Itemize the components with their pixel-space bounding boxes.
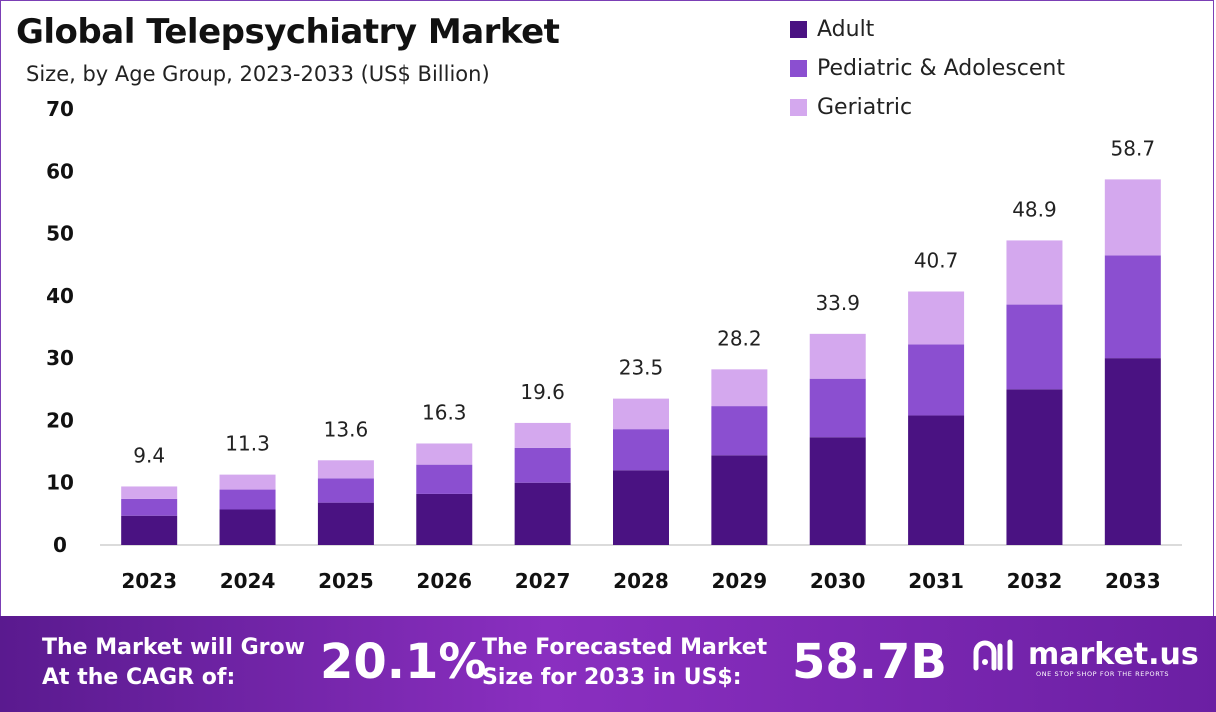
x-tick-label: 2024 xyxy=(220,569,276,593)
legend-swatch-pediatric xyxy=(790,60,807,77)
bar-segment-geriatric xyxy=(219,474,276,490)
bar-segment-pediatric xyxy=(317,478,374,503)
bar-segment-pediatric xyxy=(908,344,965,416)
bar-segment-geriatric xyxy=(809,333,866,379)
bar-segment-geriatric xyxy=(1006,240,1063,305)
bar-segment-pediatric xyxy=(711,406,768,456)
x-tick-label: 2027 xyxy=(515,569,571,593)
bar-total-label: 13.6 xyxy=(324,417,369,441)
bar-segment-geriatric xyxy=(121,486,178,499)
brand-name: market.us xyxy=(1028,637,1199,672)
bar-segment-pediatric xyxy=(613,429,669,471)
bar-segment-geriatric xyxy=(613,398,669,430)
bar-segment-geriatric xyxy=(711,369,768,407)
forecast-label: The Forecasted Market Size for 2033 in U… xyxy=(482,633,767,693)
bar-segment-pediatric xyxy=(219,489,276,510)
bar-total-label: 19.6 xyxy=(520,380,565,404)
bar-segment-geriatric xyxy=(416,443,473,465)
bar-segment-geriatric xyxy=(908,291,965,345)
bar-total-label: 9.4 xyxy=(133,443,165,467)
cagr-value: 20.1% xyxy=(320,634,487,690)
x-tick-label: 2033 xyxy=(1105,569,1161,593)
bar-total-label: 48.9 xyxy=(1012,197,1057,221)
bar-segment-geriatric xyxy=(514,422,571,448)
y-tick-label: 70 xyxy=(46,97,74,121)
bar-segment-geriatric xyxy=(1104,179,1161,256)
bar-segment-adult xyxy=(416,493,473,545)
y-tick-label: 40 xyxy=(46,284,74,308)
bar-segment-adult xyxy=(121,515,178,545)
bar-total-label: 28.2 xyxy=(717,326,762,350)
brand-tagline: ONE STOP SHOP FOR THE REPORTS xyxy=(1036,670,1170,678)
cagr-label-line2: At the CAGR of: xyxy=(42,665,236,690)
bar-segment-adult xyxy=(809,437,866,545)
x-tick-label: 2029 xyxy=(712,569,768,593)
bar-segment-adult xyxy=(613,470,669,545)
cagr-label: The Market will Grow At the CAGR of: xyxy=(42,633,305,693)
x-tick-label: 2028 xyxy=(613,569,669,593)
y-tick-label: 50 xyxy=(46,222,74,246)
x-tick-label: 2025 xyxy=(318,569,374,593)
cagr-label-line1: The Market will Grow xyxy=(42,635,305,660)
y-tick-label: 10 xyxy=(46,471,74,495)
footer-banner: The Market will Grow At the CAGR of: 20.… xyxy=(0,616,1216,712)
chart-subtitle: Size, by Age Group, 2023-2033 (US$ Billi… xyxy=(26,62,490,86)
bar-segment-geriatric xyxy=(317,460,374,479)
x-tick-label: 2026 xyxy=(416,569,472,593)
bar-segment-pediatric xyxy=(121,498,178,516)
forecast-label-line2: Size for 2033 in US$: xyxy=(482,665,742,690)
bar-total-label: 40.7 xyxy=(914,248,959,272)
legend: Adult Pediatric & Adolescent Geriatric xyxy=(790,10,1065,127)
legend-swatch-adult xyxy=(790,21,807,38)
market-us-logo-icon xyxy=(973,639,1013,671)
forecast-value: 58.7B xyxy=(792,634,948,690)
legend-swatch-geriatric xyxy=(790,99,807,116)
x-tick-label: 2030 xyxy=(810,569,866,593)
y-tick-label: 0 xyxy=(53,533,67,557)
bar-segment-adult xyxy=(1104,358,1161,545)
bar-segment-pediatric xyxy=(514,447,571,483)
stacked-bar-chart: 0102030405060709.4202311.3202413.6202516… xyxy=(46,97,1182,593)
y-tick-label: 60 xyxy=(46,159,74,183)
legend-label-adult: Adult xyxy=(817,17,875,42)
bar-segment-adult xyxy=(1006,389,1063,545)
bar-segment-adult xyxy=(219,509,276,545)
legend-item-adult: Adult xyxy=(790,10,1065,49)
chart-title: Global Telepsychiatry Market xyxy=(16,12,560,52)
legend-item-pediatric: Pediatric & Adolescent xyxy=(790,49,1065,88)
legend-label-pediatric: Pediatric & Adolescent xyxy=(817,56,1065,81)
bar-total-label: 16.3 xyxy=(422,400,467,424)
bar-segment-adult xyxy=(317,502,374,545)
y-tick-label: 30 xyxy=(46,346,74,370)
bar-segment-pediatric xyxy=(1006,304,1063,390)
bar-segment-pediatric xyxy=(809,378,866,438)
legend-item-geriatric: Geriatric xyxy=(790,88,1065,127)
bar-segment-adult xyxy=(711,455,768,545)
bar-segment-pediatric xyxy=(416,464,473,494)
y-tick-label: 20 xyxy=(46,408,74,432)
bar-segment-adult xyxy=(908,415,965,545)
bar-segment-pediatric xyxy=(1104,255,1161,359)
bar-total-label: 11.3 xyxy=(225,432,270,456)
forecast-label-line1: The Forecasted Market xyxy=(482,635,768,660)
bar-total-label: 23.5 xyxy=(619,356,664,380)
x-tick-label: 2032 xyxy=(1007,569,1063,593)
legend-label-geriatric: Geriatric xyxy=(817,95,913,120)
bar-total-label: 58.7 xyxy=(1111,136,1156,160)
brand-logo: market.us ONE STOP SHOP FOR THE REPORTS xyxy=(972,637,1199,678)
bar-segment-adult xyxy=(514,482,571,545)
x-tick-label: 2023 xyxy=(121,569,177,593)
x-tick-label: 2031 xyxy=(908,569,964,593)
bar-total-label: 33.9 xyxy=(815,291,860,315)
